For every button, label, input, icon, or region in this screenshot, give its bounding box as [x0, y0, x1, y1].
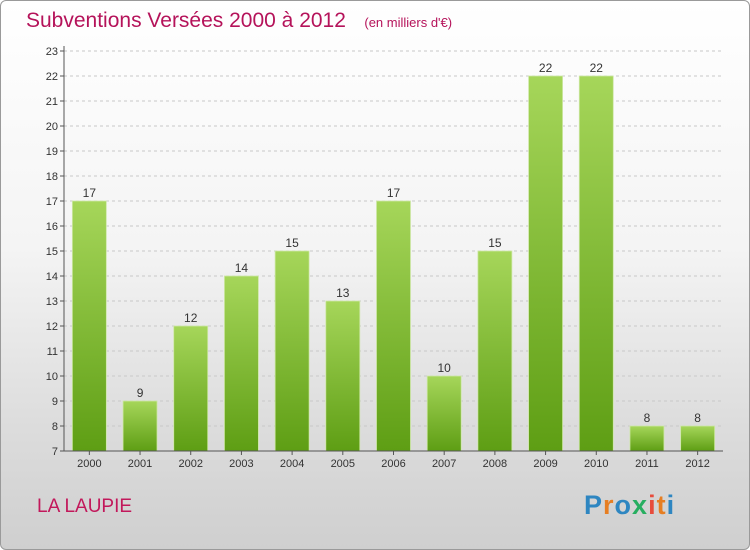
data-label: 17	[387, 186, 401, 200]
y-tick-label: 20	[46, 121, 58, 133]
x-tick-label: 2010	[584, 458, 608, 470]
data-label: 9	[137, 386, 144, 400]
axes	[60, 46, 723, 455]
x-tick-label: 2011	[635, 458, 659, 470]
x-tick-label: 2004	[280, 458, 304, 470]
bar	[224, 275, 259, 452]
bar	[426, 375, 462, 452]
commune-name: LA LAUPIE	[37, 496, 133, 517]
logo-letter: r	[603, 490, 615, 520]
bars	[71, 75, 716, 452]
chart-subtitle: (en milliers d'€)	[364, 15, 453, 30]
data-label: 10	[438, 361, 452, 375]
data-label: 22	[590, 61, 604, 75]
y-tick-label: 8	[52, 421, 58, 433]
data-label: 14	[235, 261, 249, 275]
data-label: 13	[336, 286, 350, 300]
data-label: 8	[694, 411, 701, 425]
data-label: 15	[285, 236, 299, 250]
y-tick-label: 13	[46, 296, 58, 308]
logo-letter: i	[666, 490, 676, 520]
data-label: 8	[644, 411, 651, 425]
data-label: 22	[539, 61, 553, 75]
x-tick-label: 2005	[331, 458, 355, 470]
data-labels: 17 9 12 14 15 13 17 10 15 22 22 8 8	[83, 61, 702, 425]
x-tick-label: 2007	[432, 458, 456, 470]
x-tick-label: 2006	[381, 458, 405, 470]
bar	[629, 425, 665, 452]
proxiti-logo: Proxiti	[584, 490, 675, 521]
chart-title: Subventions Versées 2000 à 2012	[26, 9, 346, 32]
y-tick-label: 9	[52, 396, 58, 408]
bar	[680, 425, 716, 452]
y-tick-label: 10	[46, 371, 58, 383]
bar	[122, 400, 158, 452]
y-tick-label: 21	[46, 96, 58, 108]
bar	[376, 200, 411, 452]
y-tick-labels: 7 8 9 10 11 12 13 14 15 16 17 18 19 20 21 22 23	[46, 46, 58, 458]
y-tick-label: 16	[46, 221, 58, 233]
y-tick-label: 17	[46, 196, 58, 208]
bar	[173, 325, 209, 452]
x-tick-label: 2009	[533, 458, 557, 470]
logo-letter: o	[614, 490, 633, 520]
logo-letter: i	[648, 490, 657, 520]
logo-letter: x	[632, 490, 649, 520]
y-tick-label: 7	[52, 446, 58, 458]
x-tick-label: 2012	[685, 458, 709, 470]
logo-letter: t	[656, 490, 667, 520]
data-label: 12	[184, 311, 198, 325]
bar	[477, 250, 513, 452]
bar	[528, 75, 563, 452]
x-tick-label: 2008	[483, 458, 507, 470]
data-label: 15	[488, 236, 502, 250]
bar	[578, 75, 614, 452]
y-tick-label: 15	[46, 246, 58, 258]
y-tick-label: 11	[47, 346, 58, 358]
y-tick-label: 14	[46, 271, 58, 283]
y-tick-label: 19	[46, 146, 58, 158]
bar	[71, 200, 107, 452]
logo-letter: P	[584, 490, 604, 520]
x-tick-label: 2000	[77, 458, 101, 470]
bar	[325, 300, 361, 452]
x-tick-label: 2001	[128, 458, 152, 470]
y-tick-label: 18	[46, 171, 58, 183]
bar	[274, 250, 310, 452]
x-tick-labels: 2000 2001 2002 2003 2004 2005 2006 2007 2008 2009…	[77, 458, 710, 470]
x-tick-label: 2002	[178, 458, 202, 470]
y-tick-label: 22	[46, 71, 58, 83]
title-row: Subventions Versées 2000 à 2012 (en mill…	[26, 9, 452, 33]
y-tick-label: 12	[46, 321, 58, 333]
x-tick-label: 2003	[229, 458, 253, 470]
data-label: 17	[83, 186, 97, 200]
y-tick-label: 23	[46, 46, 58, 58]
